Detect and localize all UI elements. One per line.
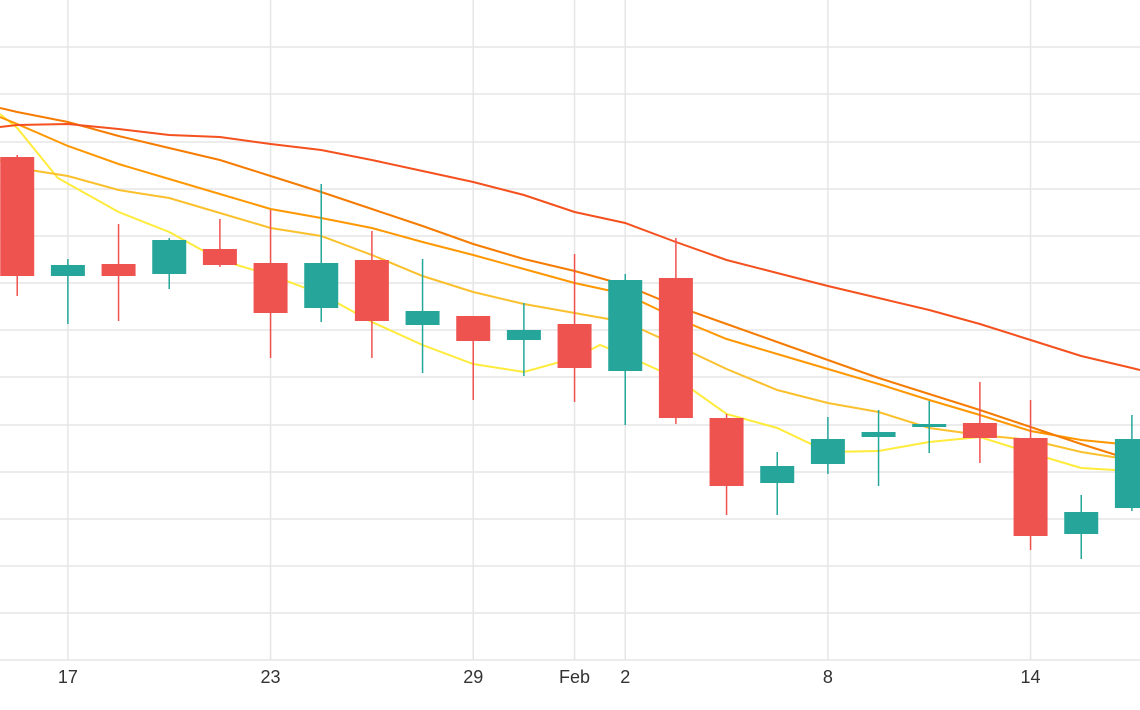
candle [1114,415,1140,511]
candle [1064,495,1099,559]
candle-body [709,418,744,486]
candle [506,303,541,376]
moving-average-lines [0,107,1140,472]
candle [405,259,440,373]
candle-body [810,439,845,464]
candle [253,210,288,358]
candle [50,259,85,324]
x-tick-label: 23 [261,667,281,687]
candle [760,452,795,515]
candle [861,410,896,486]
candle [152,238,187,289]
x-axis-ticks: 17 23 29 Feb 2 8 14 [58,667,1041,687]
candle-body [202,249,237,265]
candle [101,224,136,321]
candle-body [152,240,187,274]
candle [202,219,237,267]
candle-body [1064,512,1099,534]
candle-body [101,264,136,276]
candle [658,238,693,424]
candle [912,401,947,453]
candle-body [861,432,896,437]
candle [709,414,744,515]
candle [557,254,592,402]
candle-body [50,265,85,276]
moving-average-line-3 [0,116,1140,447]
candle [354,231,389,358]
candle [0,155,35,296]
candle-body [456,316,491,341]
candle [304,184,339,322]
candle-body [253,263,288,313]
x-tick-label: 29 [463,667,483,687]
candle-body [608,280,643,371]
candle-body [506,330,541,340]
candle-body [962,423,997,438]
x-tick-label: 17 [58,667,78,687]
candle-body [1114,439,1140,508]
x-tick-label: 2 [620,667,630,687]
candle-body [658,278,693,418]
moving-average-line-4 [0,107,1140,463]
candle [1013,400,1048,550]
candle-body [0,157,35,276]
candle [962,382,997,463]
candle-body [405,311,440,325]
candle-body [304,263,339,308]
candles [0,155,1140,559]
candle-body [912,424,947,427]
candle-body [760,466,795,483]
x-tick-label: Feb [559,667,590,687]
candle [456,316,491,400]
moving-average-line-5 [0,122,1140,371]
candle-body [557,324,592,368]
x-tick-label: 14 [1021,667,1041,687]
x-tick-label: 8 [823,667,833,687]
candle-body [354,260,389,321]
candle [810,417,845,474]
candle [608,274,643,425]
moving-average-line-1 [0,113,1140,472]
moving-average-line-2 [0,159,1140,462]
candle-body [1013,438,1048,536]
